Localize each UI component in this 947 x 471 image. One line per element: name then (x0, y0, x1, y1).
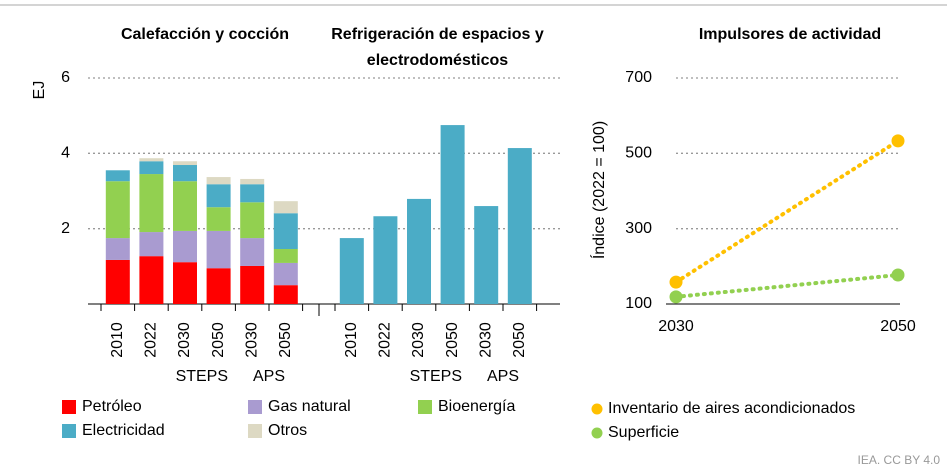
bar-segment (240, 238, 265, 266)
legend-label: Electricidad (82, 422, 165, 439)
legend-swatch (62, 400, 76, 414)
x-tick-label: 2022 (143, 322, 160, 358)
y-tick-label: 4 (61, 145, 70, 162)
bar-segment (105, 238, 130, 260)
legend-swatch (591, 403, 603, 415)
legend-swatch (248, 424, 262, 438)
y-tick-label: 700 (625, 69, 652, 86)
y-tick-label: 6 (61, 69, 70, 86)
bar-segment (240, 178, 265, 185)
bar-segment (273, 213, 298, 250)
x-tick-label: 2050 (880, 318, 916, 335)
bar-segment (173, 161, 197, 166)
footer: IEA. CC BY 4.0 (858, 453, 941, 467)
point (669, 290, 683, 304)
legend-label: Petróleo (82, 398, 142, 415)
bar-segment (273, 249, 298, 263)
bar-segment (206, 177, 231, 185)
bar-segment (139, 232, 164, 257)
x-tick-label: 2010 (109, 322, 126, 358)
scenario-label: APS (487, 368, 519, 385)
series-line (674, 138, 900, 285)
bar-segment (173, 165, 197, 182)
x-tick-label: 2030 (410, 322, 427, 358)
x-tick-label: 2030 (176, 322, 193, 358)
bar-segment (474, 206, 499, 304)
scenario-label: APS (253, 368, 285, 385)
bar-segment (440, 125, 465, 304)
bar-segment (240, 184, 265, 203)
bar-segment (173, 181, 197, 231)
legend-swatch (591, 427, 603, 439)
chart-title: Impulsores de actividad (698, 26, 882, 43)
scenario-label: STEPS (176, 368, 228, 385)
legend-label: Gas natural (268, 398, 351, 415)
x-tick-label: 2030 (243, 322, 260, 358)
bar-segment (273, 285, 298, 304)
bar-segment (240, 265, 265, 304)
y-axis-label: EJ (31, 81, 48, 100)
bar-segment (139, 158, 164, 162)
legend-label: Bioenergía (438, 398, 515, 415)
y-axis-label: Índice (2022 = 100) (589, 121, 608, 259)
panel-title: Calefacción y cocción (120, 26, 290, 43)
series-line (674, 272, 900, 299)
bar-segment (105, 259, 130, 304)
point (669, 275, 683, 289)
x-tick-label: 2010 (343, 322, 360, 358)
bar-segment (373, 216, 398, 304)
bar-segment (339, 238, 364, 304)
panel-title: Refrigeración de espacios y electrodomés… (331, 26, 544, 69)
legend-swatch (248, 400, 262, 414)
bar-segment (139, 256, 164, 304)
bar-segment (206, 184, 231, 208)
y-tick-label: 500 (625, 145, 652, 162)
bar-segment (105, 170, 130, 182)
scenario-label: STEPS (410, 368, 462, 385)
bar-segment (173, 262, 197, 304)
legend-swatch (62, 424, 76, 438)
x-tick-label: 2050 (277, 322, 294, 358)
bar-segment (273, 262, 298, 286)
legend-label: Inventario de aires acondicionados (608, 400, 855, 417)
y-tick-label: 300 (625, 220, 652, 237)
x-tick-label: 2050 (444, 322, 461, 358)
point (891, 134, 905, 148)
bar-segment (139, 174, 164, 233)
point (891, 268, 905, 282)
x-tick-label: 2050 (210, 322, 227, 358)
bar-segment (206, 268, 231, 304)
bar-segment (173, 230, 197, 263)
x-tick-label: 2050 (511, 322, 528, 358)
y-tick-label: 2 (61, 220, 70, 237)
bar-segment (206, 207, 231, 231)
bar-segment (206, 230, 231, 269)
y-tick-label: 100 (625, 295, 652, 312)
x-tick-label: 2030 (658, 318, 694, 335)
bar-segment (507, 148, 532, 304)
bar-segment (105, 181, 130, 239)
legend-label: Superficie (608, 424, 679, 441)
x-tick-label: 2030 (477, 322, 494, 358)
bar-segment (240, 202, 265, 239)
x-tick-label: 2022 (377, 322, 394, 358)
bar-segment (273, 201, 298, 214)
bar-segment (407, 198, 431, 304)
legend-label: Otros (268, 422, 307, 439)
legend-swatch (418, 400, 432, 414)
bar-segment (139, 161, 164, 175)
